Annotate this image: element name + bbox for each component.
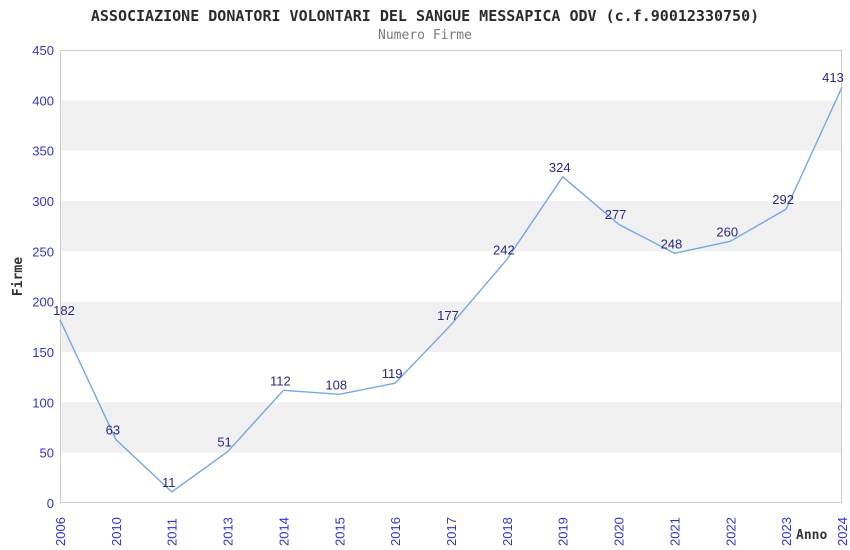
x-tick-label: 2023: [779, 517, 794, 546]
y-tick-label: 250: [32, 244, 54, 259]
plot-band: [60, 301, 842, 352]
x-tick-label: 2011: [165, 518, 180, 546]
data-label: 63: [106, 423, 120, 438]
data-label: 119: [382, 366, 403, 381]
y-tick-label: 0: [47, 496, 54, 511]
data-label: 260: [716, 224, 738, 239]
data-label: 112: [270, 373, 291, 388]
y-axis-label: Firme: [11, 257, 26, 296]
data-label: 324: [549, 160, 571, 175]
x-tick-label: 2024: [835, 517, 850, 546]
data-label: 11: [162, 475, 176, 490]
x-tick-label: 2013: [221, 517, 236, 546]
x-tick-label: 2018: [500, 517, 515, 546]
data-label: 242: [493, 242, 515, 257]
x-tick-label: 2010: [109, 517, 124, 546]
plot-band: [60, 201, 842, 252]
y-tick-label: 300: [32, 194, 54, 209]
x-tick-label: 2022: [723, 517, 738, 546]
data-label: 292: [772, 192, 794, 207]
x-tick-label: 2014: [276, 517, 291, 546]
plot-band: [60, 402, 842, 453]
data-label: 182: [53, 303, 75, 318]
data-label: 248: [661, 236, 683, 251]
y-tick-label: 100: [32, 395, 54, 410]
plot-band: [60, 100, 842, 151]
data-line: [59, 86, 843, 493]
x-tick-label: 2020: [612, 517, 627, 546]
chart-title: ASSOCIAZIONE DONATORI VOLONTARI DEL SANG…: [90, 7, 760, 25]
y-tick-label: 400: [32, 93, 54, 108]
y-tick-label: 450: [32, 43, 54, 58]
x-tick-label: 2016: [388, 517, 403, 546]
y-tick-label: 200: [32, 295, 54, 310]
x-tick-label: 2019: [556, 517, 571, 546]
y-tick-label: 150: [32, 345, 54, 360]
data-label: 277: [605, 207, 627, 222]
x-tick-label: 2021: [667, 517, 682, 546]
plot-border: [60, 50, 842, 503]
x-axis-label: Anno: [796, 528, 827, 543]
x-tick-label: 2017: [444, 517, 459, 546]
data-label: 177: [437, 308, 459, 323]
data-label: 108: [325, 377, 347, 392]
data-label: 51: [217, 435, 231, 450]
chart-subtitle: Numero Firme: [378, 28, 472, 43]
y-tick-label: 350: [32, 144, 54, 159]
y-tick-label: 50: [40, 446, 54, 461]
x-tick-label: 2015: [332, 517, 347, 546]
x-tick-label: 2006: [53, 517, 68, 546]
data-label: 413: [822, 70, 844, 85]
